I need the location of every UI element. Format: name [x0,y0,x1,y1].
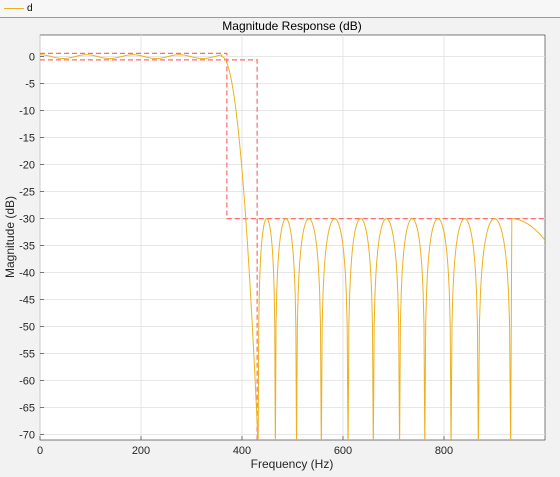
y-tick-label: -30 [19,214,35,226]
y-tick-label: -40 [19,268,35,280]
constraint-mask [40,52,545,440]
y-tick-label: -60 [19,376,35,388]
x-axis-label: Frequency (Hz) [251,457,334,471]
y-tick-label: -65 [19,403,35,415]
y-tick-label: -25 [19,187,35,199]
axis-ticks: 0 200 400 600 800 0 -5 -10 -15 -20 -25 -30 -35 -40 -45… [19,52,453,457]
y-tick-label: -15 [19,133,35,145]
y-tick-label: -50 [19,322,35,334]
y-tick-label: -35 [19,241,35,253]
grid [39,35,545,440]
series-layer [40,54,545,440]
legend: d [0,0,560,18]
x-tick-label: 800 [435,445,453,457]
y-tick-label: -5 [25,79,35,91]
legend-line-swatch [4,8,24,9]
y-tick-label: 0 [29,52,35,64]
legend-label: d [27,3,33,14]
y-tick-label: -70 [19,430,35,442]
y-axis-label: Magnitude (dB) [3,196,17,278]
series-line-d [40,54,545,440]
lower-constraint-line [40,59,258,440]
legend-item[interactable]: d [4,0,33,17]
chart-title: Magnitude Response (dB) [222,19,361,33]
x-tick-label: 400 [233,445,251,457]
x-tick-label: 200 [132,445,150,457]
x-tick-label: 600 [334,445,352,457]
y-tick-label: -20 [19,160,35,172]
y-tick-label: -55 [19,349,35,361]
y-tick-label: -10 [19,106,35,118]
x-tick-label: 0 [37,445,43,457]
y-tick-label: -45 [19,295,35,307]
plot-area [39,34,546,441]
